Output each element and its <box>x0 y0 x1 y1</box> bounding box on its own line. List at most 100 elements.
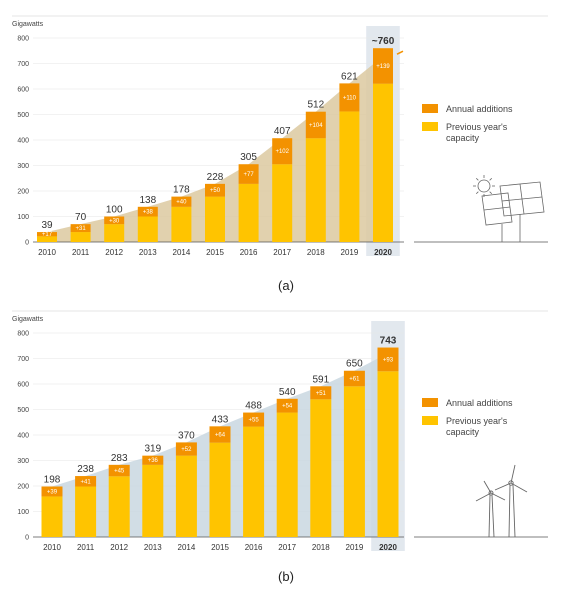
total-label: 540 <box>279 387 296 398</box>
solar-panel-icon <box>473 175 545 242</box>
bar-addition-2011 <box>70 224 91 233</box>
y-tick-label: 600 <box>17 87 29 94</box>
x-tick-label: 2013 <box>139 248 157 257</box>
caption: (a) <box>278 278 294 293</box>
x-tick-label: 2016 <box>240 248 258 257</box>
bar-base-2015 <box>205 196 225 242</box>
x-tick-label: 2017 <box>278 543 296 552</box>
y-tick-label: 400 <box>17 138 29 145</box>
addition-label: +61 <box>349 377 360 383</box>
bar-base-2013 <box>142 464 164 537</box>
wind-turbine-icon <box>475 464 528 538</box>
y-tick-label: 400 <box>17 433 29 440</box>
y-tick-label: 800 <box>17 331 29 338</box>
addition-label: +54 <box>282 404 293 410</box>
bar-addition-2016 <box>243 412 265 427</box>
y-tick-label: 300 <box>17 163 29 170</box>
bar-base-2018 <box>305 138 326 242</box>
y-tick-label: 700 <box>17 356 29 363</box>
total-label: 591 <box>312 374 329 385</box>
y-tick-label: 0 <box>25 240 29 247</box>
total-area <box>37 48 393 243</box>
addition-label: +50 <box>210 188 221 194</box>
caption: (b) <box>278 569 294 584</box>
addition-label: +36 <box>148 458 159 464</box>
addition-label: +41 <box>81 479 92 485</box>
x-tick-label: 2016 <box>245 543 263 552</box>
bar-base-2010 <box>37 236 57 242</box>
y-tick-label: 0 <box>25 535 29 542</box>
bar-addition-2017 <box>276 398 298 413</box>
y-tick-label: 200 <box>17 189 29 196</box>
bar-addition-2020 <box>377 347 399 372</box>
bar-base-2012 <box>104 224 125 242</box>
bar-addition-2011 <box>75 476 97 487</box>
addition-label: +93 <box>383 357 394 363</box>
bar-base-2013 <box>137 216 158 242</box>
y-tick-label: 800 <box>17 36 29 43</box>
total-label: 488 <box>245 401 262 412</box>
total-label: 228 <box>207 172 224 183</box>
bar-addition-2016 <box>238 164 259 184</box>
bar-base-2010 <box>41 496 63 537</box>
bar-addition-2012 <box>104 216 125 225</box>
bar-base-2017 <box>276 412 298 537</box>
total-label: 70 <box>75 212 87 223</box>
bar-base-2011 <box>70 232 91 242</box>
total-label: 743 <box>380 336 397 347</box>
bar-base-2012 <box>108 476 130 537</box>
addition-label: +30 <box>109 218 120 224</box>
total-label: ~760 <box>372 36 395 47</box>
bar-base-2018 <box>310 399 332 537</box>
x-tick-label: 2011 <box>72 248 90 257</box>
total-label: 39 <box>41 220 53 231</box>
bar-addition-2015 <box>205 183 225 197</box>
x-tick-label: 2015 <box>206 248 224 257</box>
y-axis-label: Gigawatts <box>12 21 44 28</box>
addition-label: +17 <box>42 232 53 238</box>
x-tick-label: 2019 <box>341 248 359 257</box>
bar-addition-2018 <box>310 386 332 400</box>
x-tick-label: 2018 <box>307 248 325 257</box>
legend-label-additions: Annual additions <box>446 398 513 408</box>
y-tick-label: 300 <box>17 458 29 465</box>
legend-label-capacity: Previous year's capacity <box>446 416 508 437</box>
x-tick-label: 2019 <box>346 543 364 552</box>
legend-label-additions: Annual additions <box>446 104 513 114</box>
bar-addition-2019 <box>343 370 365 387</box>
addition-label: +31 <box>76 226 87 232</box>
bar-addition-2013 <box>137 206 158 217</box>
total-label: 178 <box>173 185 190 196</box>
bar-base-2020 <box>377 371 399 537</box>
total-label: 319 <box>144 444 161 455</box>
bar-base-2016 <box>238 183 259 242</box>
x-tick-label: 2017 <box>273 248 291 257</box>
bar-base-2020 <box>373 83 393 243</box>
bar-addition-2019 <box>339 83 360 112</box>
legend-swatch-additions <box>422 104 438 113</box>
x-tick-label: 2010 <box>43 543 61 552</box>
addition-label: +51 <box>316 391 327 397</box>
bar-base-2016 <box>243 426 265 537</box>
addition-label: +39 <box>47 489 58 495</box>
total-label: 407 <box>274 126 291 137</box>
x-tick-label: 2020 <box>379 543 397 552</box>
bar-addition-2014 <box>175 442 197 456</box>
marker-tick <box>396 50 404 55</box>
x-tick-label: 2010 <box>38 248 56 257</box>
total-label: 512 <box>307 100 324 111</box>
total-label: 370 <box>178 430 195 441</box>
bar-base-2019 <box>343 386 365 537</box>
addition-label: +45 <box>114 469 125 475</box>
y-tick-label: 500 <box>17 112 29 119</box>
x-tick-label: 2014 <box>173 248 191 257</box>
bar-addition-2018 <box>305 111 326 139</box>
addition-label: +102 <box>275 149 289 155</box>
addition-label: +64 <box>215 432 226 438</box>
bar-base-2014 <box>175 455 197 537</box>
legend-swatch-additions <box>422 398 438 407</box>
total-label: 283 <box>111 453 128 464</box>
total-label: 305 <box>240 152 257 163</box>
